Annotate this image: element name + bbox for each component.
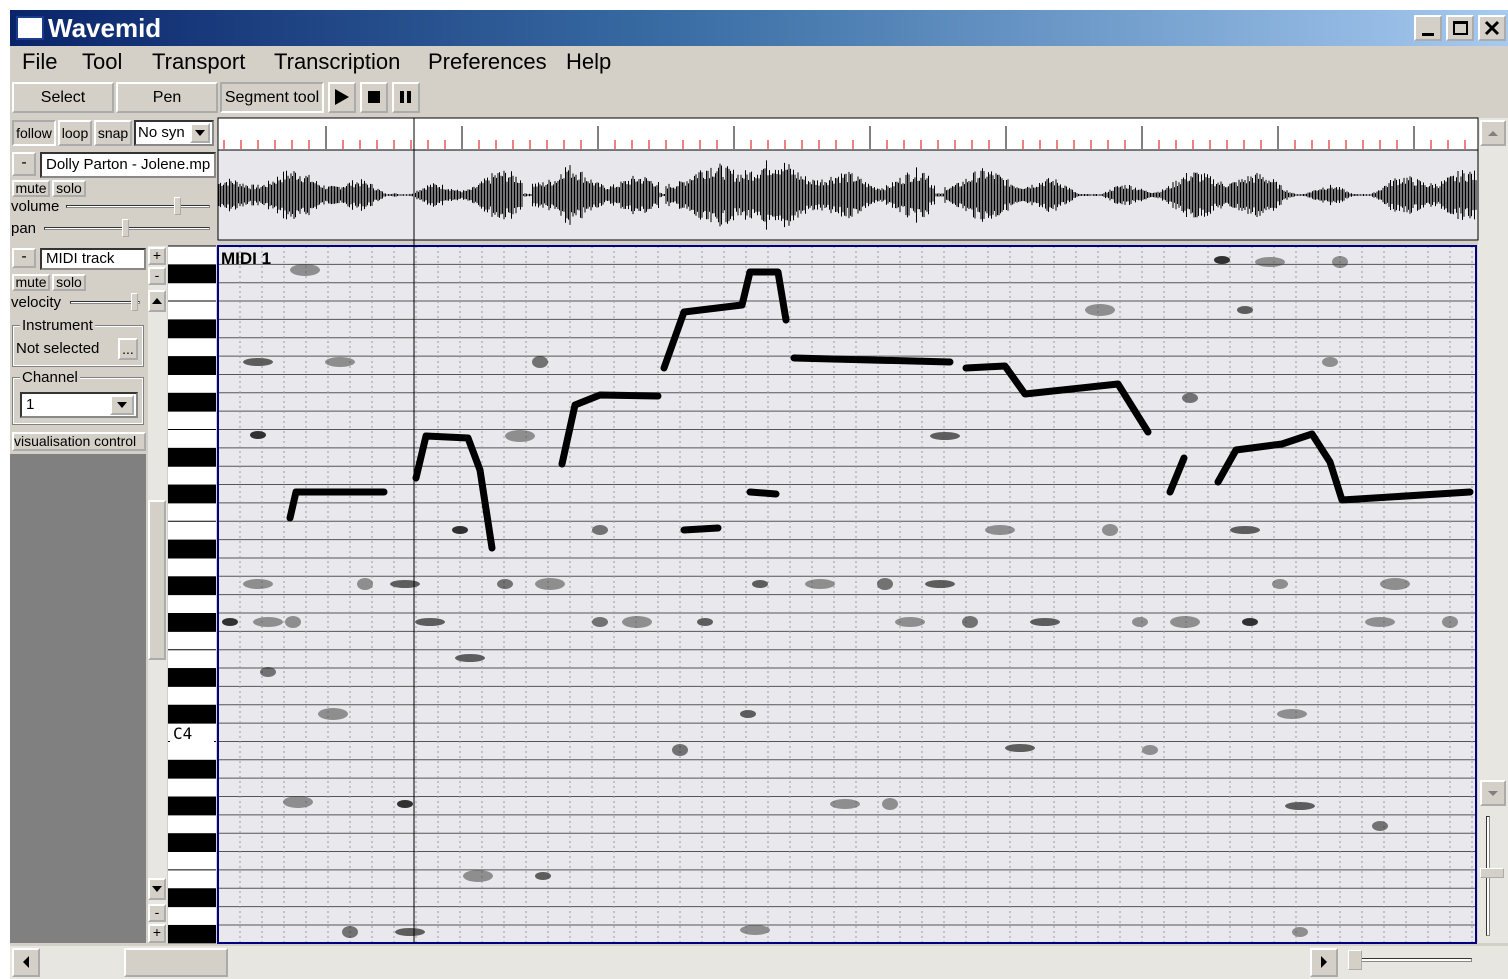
energy-blob xyxy=(1242,618,1258,626)
energy-blob xyxy=(455,654,485,662)
energy-blob xyxy=(222,618,238,626)
time-ruler xyxy=(218,118,1478,150)
editor-canvas: MIDI 1 C4 xyxy=(0,0,1508,979)
energy-blob xyxy=(260,667,276,677)
energy-blob xyxy=(243,358,273,366)
menu-item[interactable]: Tool xyxy=(82,48,122,76)
energy-blob xyxy=(1005,744,1035,752)
energy-blob xyxy=(1102,524,1118,536)
energy-blob xyxy=(962,616,978,628)
note-label: C4 xyxy=(173,724,192,743)
energy-blob xyxy=(672,744,688,756)
energy-blob xyxy=(395,928,425,936)
energy-blob xyxy=(325,357,355,367)
energy-blob xyxy=(463,870,493,882)
energy-blob xyxy=(535,578,565,590)
energy-blob xyxy=(1277,709,1307,719)
energy-blob xyxy=(1365,617,1395,627)
black-key xyxy=(168,705,216,723)
energy-blob xyxy=(1292,927,1308,937)
energy-blob xyxy=(532,356,548,368)
energy-blob xyxy=(452,526,468,534)
energy-blob xyxy=(1230,526,1260,534)
black-key xyxy=(168,393,216,411)
energy-blob xyxy=(1085,304,1115,316)
energy-blob xyxy=(895,617,925,627)
energy-blob xyxy=(250,431,266,439)
energy-blob xyxy=(253,617,283,627)
energy-blob xyxy=(357,578,373,590)
energy-blob xyxy=(925,580,955,588)
energy-blob xyxy=(1255,257,1285,267)
energy-blob xyxy=(752,580,768,588)
energy-blob xyxy=(243,579,273,589)
energy-blob xyxy=(1214,256,1230,264)
energy-blob xyxy=(390,580,420,588)
menu-item[interactable]: Transport xyxy=(152,48,245,76)
energy-blob xyxy=(1170,616,1200,628)
energy-blob xyxy=(397,800,413,808)
black-key xyxy=(168,448,216,466)
energy-blob xyxy=(285,616,301,628)
menu-item[interactable]: Help xyxy=(566,48,611,76)
energy-blob xyxy=(342,926,358,938)
energy-blob xyxy=(592,617,608,627)
black-key xyxy=(168,888,216,906)
menu-item[interactable]: Transcription xyxy=(274,48,400,76)
black-key xyxy=(168,760,216,778)
energy-blob xyxy=(505,430,535,442)
energy-blob xyxy=(1030,618,1060,626)
track-label: MIDI 1 xyxy=(221,249,271,268)
pitch-segment xyxy=(684,528,718,530)
black-key xyxy=(168,925,216,943)
energy-blob xyxy=(1272,579,1288,589)
black-key xyxy=(168,613,216,631)
menu-item[interactable]: File xyxy=(22,48,57,76)
black-key xyxy=(168,576,216,594)
pitch-segment xyxy=(794,358,950,362)
page: Wavemid html, body { margin: 0; padding:… xyxy=(0,0,1508,979)
black-key xyxy=(168,797,216,815)
black-key xyxy=(168,485,216,503)
energy-blob xyxy=(622,616,652,628)
energy-blob xyxy=(1442,616,1458,628)
energy-blob xyxy=(1322,357,1338,367)
energy-blob xyxy=(1182,393,1198,403)
energy-blob xyxy=(1285,802,1315,810)
energy-blob xyxy=(1237,306,1253,314)
energy-blob xyxy=(535,872,551,880)
energy-blob xyxy=(830,799,860,809)
energy-blob xyxy=(1142,745,1158,755)
energy-blob xyxy=(497,579,513,589)
black-key xyxy=(168,356,216,374)
black-key xyxy=(168,540,216,558)
energy-blob xyxy=(930,432,960,440)
energy-blob xyxy=(1132,617,1148,627)
energy-blob xyxy=(697,618,713,626)
page-body: {"window": {"title": "Wavemid"}, "menu":… xyxy=(0,0,1508,979)
black-key xyxy=(168,833,216,851)
energy-blob xyxy=(877,578,893,590)
black-key xyxy=(168,264,216,282)
energy-blob xyxy=(592,525,608,535)
energy-blob xyxy=(283,796,313,808)
black-key xyxy=(168,319,216,337)
menu-item[interactable]: Preferences xyxy=(428,48,547,76)
energy-blob xyxy=(882,798,898,810)
energy-blob xyxy=(1380,578,1410,590)
energy-blob xyxy=(415,618,445,626)
energy-blob xyxy=(290,264,320,276)
energy-blob xyxy=(318,708,348,720)
energy-blob xyxy=(805,579,835,589)
energy-blob xyxy=(740,925,770,935)
energy-blob xyxy=(1372,821,1388,831)
black-key xyxy=(168,668,216,686)
energy-blob xyxy=(740,710,756,718)
energy-blob xyxy=(985,525,1015,535)
pitch-segment xyxy=(750,492,776,494)
energy-blob xyxy=(1332,256,1348,268)
